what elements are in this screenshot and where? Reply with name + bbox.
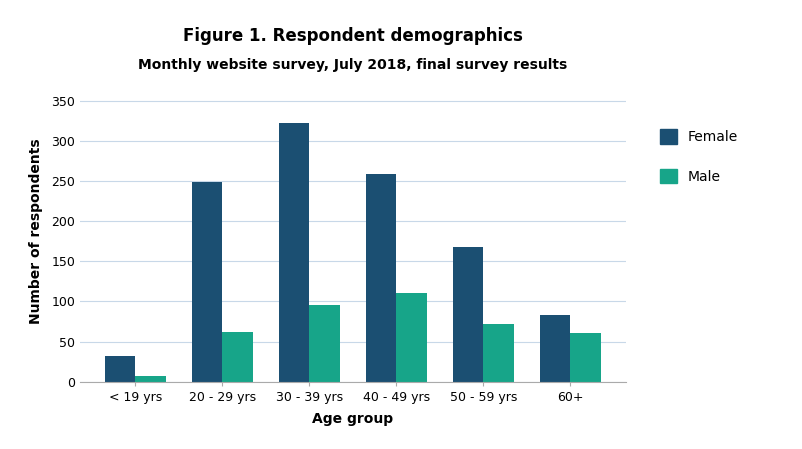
Bar [570, 333, 601, 382]
Bar [484, 324, 514, 382]
Text: Figure 1. Respondent demographics: Figure 1. Respondent demographics [183, 27, 523, 45]
Bar [453, 247, 484, 382]
Bar [310, 305, 340, 382]
Bar [192, 182, 222, 382]
Y-axis label: Number of respondents: Number of respondents [29, 138, 43, 324]
Bar [366, 174, 396, 382]
Bar [136, 376, 166, 382]
Legend: Female, Male: Female, Male [654, 124, 743, 189]
Bar [105, 356, 136, 382]
Bar [396, 293, 427, 382]
Bar [222, 332, 253, 382]
Text: Monthly website survey, July 2018, final survey results: Monthly website survey, July 2018, final… [138, 58, 568, 72]
X-axis label: Age group: Age group [312, 412, 394, 426]
Bar [279, 123, 310, 382]
Bar [540, 315, 570, 382]
